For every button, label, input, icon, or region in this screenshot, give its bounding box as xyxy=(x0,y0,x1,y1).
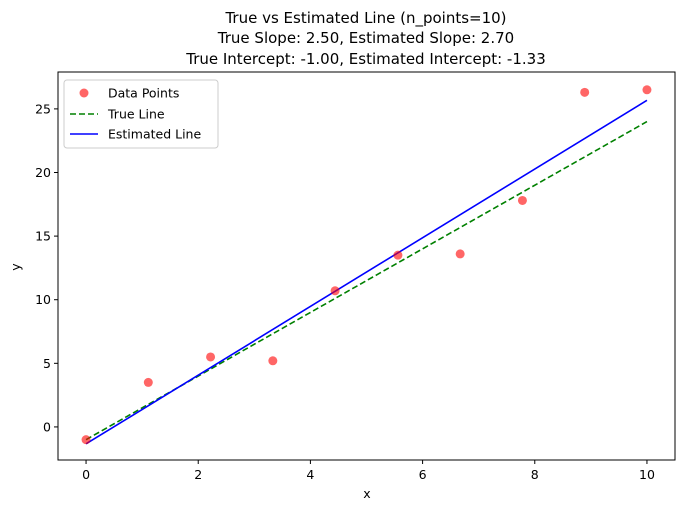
data-point xyxy=(81,435,91,445)
chart-title-line-1: True vs Estimated Line (n_points=10) xyxy=(224,9,506,28)
chart-title-line-2: True Slope: 2.50, Estimated Slope: 2.70 xyxy=(217,29,514,47)
legend-label-true-line: True Line xyxy=(107,107,165,122)
y-tick-label: 0 xyxy=(43,419,51,434)
x-tick-label: 4 xyxy=(306,467,314,482)
legend: Data Points True Line Estimated Line xyxy=(63,79,219,149)
plot-area xyxy=(81,85,652,445)
axis-ticks: 0 2 4 6 8 10 0 5 10 15 20 25 xyxy=(35,71,676,482)
x-tick-label: 0 xyxy=(82,467,90,482)
data-point xyxy=(268,356,278,366)
series-line-estimated-line xyxy=(85,99,648,445)
data-point xyxy=(455,249,465,259)
x-tick-label: 10 xyxy=(639,467,655,482)
data-point xyxy=(206,352,216,362)
x-tick-label: 8 xyxy=(531,467,539,482)
axes-frame xyxy=(57,71,676,461)
x-axis-label: x xyxy=(363,486,370,501)
x-tick-label: 6 xyxy=(419,467,427,482)
y-tick-label: 5 xyxy=(43,356,51,371)
chart-title-line-3: True Intercept: -1.00, Estimated Interce… xyxy=(185,50,546,68)
legend-label-data-points: Data Points xyxy=(108,86,179,101)
y-tick-label: 10 xyxy=(35,292,51,307)
y-axis-label: y xyxy=(8,263,23,271)
data-point xyxy=(143,377,153,387)
y-tick-label: 20 xyxy=(35,165,51,180)
legend-label-estimated-line: Estimated Line xyxy=(108,127,201,142)
data-point xyxy=(517,195,527,205)
legend-frame xyxy=(63,79,219,149)
data-point xyxy=(393,250,403,260)
legend-marker-data-points xyxy=(79,88,89,98)
data-point xyxy=(642,85,652,95)
data-point xyxy=(330,286,340,296)
data-point xyxy=(580,87,590,97)
x-tick-label: 2 xyxy=(194,467,202,482)
y-tick-label: 25 xyxy=(35,101,51,116)
y-tick-label: 15 xyxy=(35,229,51,244)
